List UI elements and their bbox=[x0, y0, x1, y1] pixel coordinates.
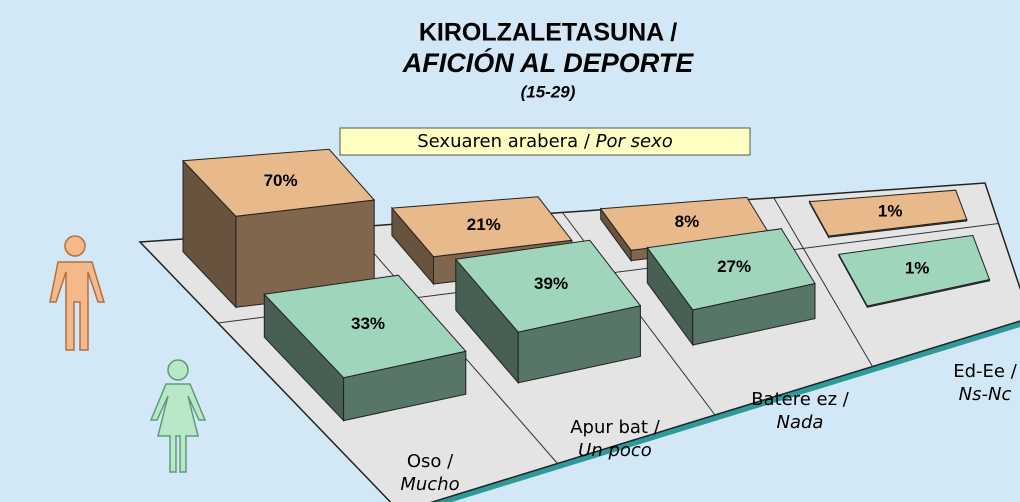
plot: 70% 21% 8% 1% 33% 39% 27% 1% Oso /Mucho Apur bat … bbox=[138, 148, 1020, 502]
annotation-text: Por sexo bbox=[596, 131, 673, 152]
data-label: 1% bbox=[905, 258, 930, 277]
bar bbox=[808, 189, 968, 240]
annotation-box bbox=[339, 127, 751, 156]
x-tick-label: Nada bbox=[777, 412, 824, 433]
bar-top bbox=[454, 239, 642, 333]
x-tick-label: Mucho bbox=[400, 474, 459, 495]
data-label: 39% bbox=[534, 274, 568, 293]
x-tick-label: Apur bat / bbox=[570, 417, 661, 438]
bar-top bbox=[838, 234, 991, 307]
woman-icon bbox=[149, 359, 207, 473]
data-label: 33% bbox=[351, 314, 385, 333]
bar-top bbox=[181, 148, 376, 217]
x-tick-label: Ed-Ee / bbox=[953, 361, 1017, 382]
chart-title: AFICIÓN AL DEPORTE bbox=[402, 47, 695, 78]
chart-title: KIROLZALETASUNA / bbox=[419, 19, 677, 47]
bar bbox=[263, 274, 467, 422]
bar bbox=[646, 228, 816, 347]
data-label: 1% bbox=[878, 201, 903, 220]
bar bbox=[454, 239, 642, 385]
man-icon bbox=[49, 235, 106, 351]
floor-divider bbox=[773, 197, 873, 367]
bar-top bbox=[263, 274, 467, 379]
chart-subtitle: (15-29) bbox=[521, 82, 576, 101]
bar-top bbox=[646, 228, 816, 311]
x-tick-label: Un poco bbox=[578, 440, 652, 461]
x-tick-label: Oso / bbox=[407, 451, 454, 472]
data-label: 8% bbox=[675, 212, 700, 231]
bar bbox=[181, 148, 376, 309]
x-tick-label: Batere ez / bbox=[751, 389, 850, 410]
annotation: Sexuaren arabera / Por sexo bbox=[417, 131, 673, 152]
bar-top bbox=[390, 196, 573, 258]
data-label: 27% bbox=[717, 257, 751, 276]
data-label: 21% bbox=[467, 215, 501, 234]
annotation-text: Sexuaren arabera / bbox=[417, 131, 591, 152]
data-label: 70% bbox=[264, 171, 298, 190]
bar bbox=[838, 234, 991, 308]
bar-top bbox=[808, 189, 968, 237]
x-tick-label: Ns-Nc bbox=[959, 384, 1012, 405]
